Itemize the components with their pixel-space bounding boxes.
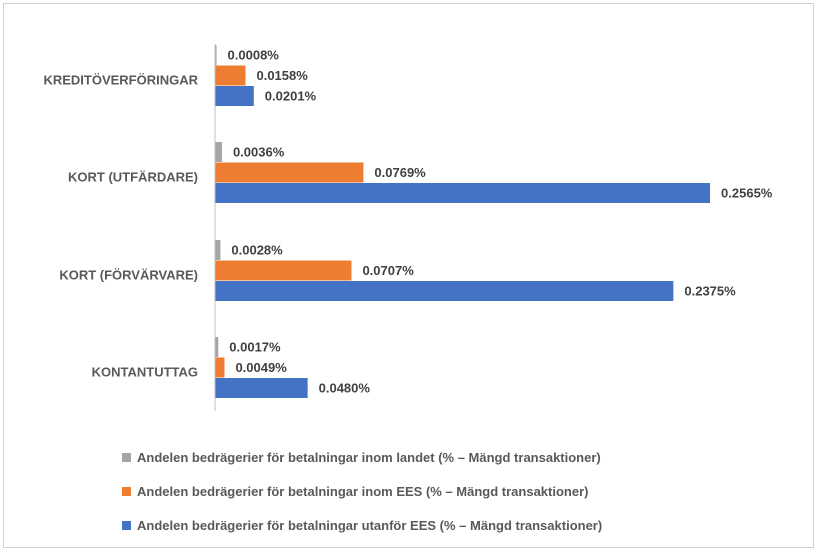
category-label: KORT (FÖRVÄRVARE)	[59, 267, 198, 282]
bar	[215, 281, 674, 301]
data-label: 0.2565%	[721, 185, 773, 200]
legend-item: Andelen bedrägerier för betalningar utan…	[122, 508, 772, 542]
legend-swatch	[122, 520, 131, 530]
bar	[215, 142, 222, 162]
data-label: 0.0769%	[374, 165, 426, 180]
bar	[215, 65, 246, 86]
bar	[215, 337, 219, 357]
data-label: 0.0480%	[319, 380, 371, 395]
data-label: 0.0707%	[362, 263, 414, 278]
category-label: KREDITÖVERFÖRINGAR	[43, 72, 198, 87]
data-label: 0.0028%	[231, 242, 283, 257]
legend-swatch	[122, 486, 131, 496]
bar	[215, 183, 711, 203]
data-label: 0.0036%	[233, 144, 285, 159]
chart-frame	[3, 3, 814, 548]
chart-legend: Andelen bedrägerier för betalningar inom…	[122, 440, 772, 542]
bar	[215, 260, 352, 281]
category-label: KONTANTUTTAG	[92, 364, 198, 379]
data-label: 0.0008%	[228, 47, 280, 62]
data-label: 0.0017%	[229, 339, 281, 354]
data-label: 0.2375%	[684, 283, 736, 298]
bar	[215, 378, 308, 398]
legend-item: Andelen bedrägerier för betalningar inom…	[122, 440, 772, 474]
bar	[215, 86, 254, 106]
data-label: 0.0201%	[265, 88, 317, 103]
legend-item: Andelen bedrägerier för betalningar inom…	[122, 474, 772, 508]
bar	[215, 45, 217, 65]
category-label: KORT (UTFÄRDARE)	[68, 169, 198, 184]
data-label: 0.0158%	[256, 68, 308, 83]
bar	[215, 240, 221, 260]
legend-label: Andelen bedrägerier för betalningar inom…	[137, 449, 601, 465]
legend-label: Andelen bedrägerier för betalningar utan…	[137, 517, 603, 533]
legend-swatch	[122, 452, 131, 462]
legend-label: Andelen bedrägerier för betalningar inom…	[137, 483, 589, 499]
data-label: 0.0049%	[235, 360, 287, 375]
bar	[215, 162, 364, 183]
bar	[215, 357, 225, 378]
